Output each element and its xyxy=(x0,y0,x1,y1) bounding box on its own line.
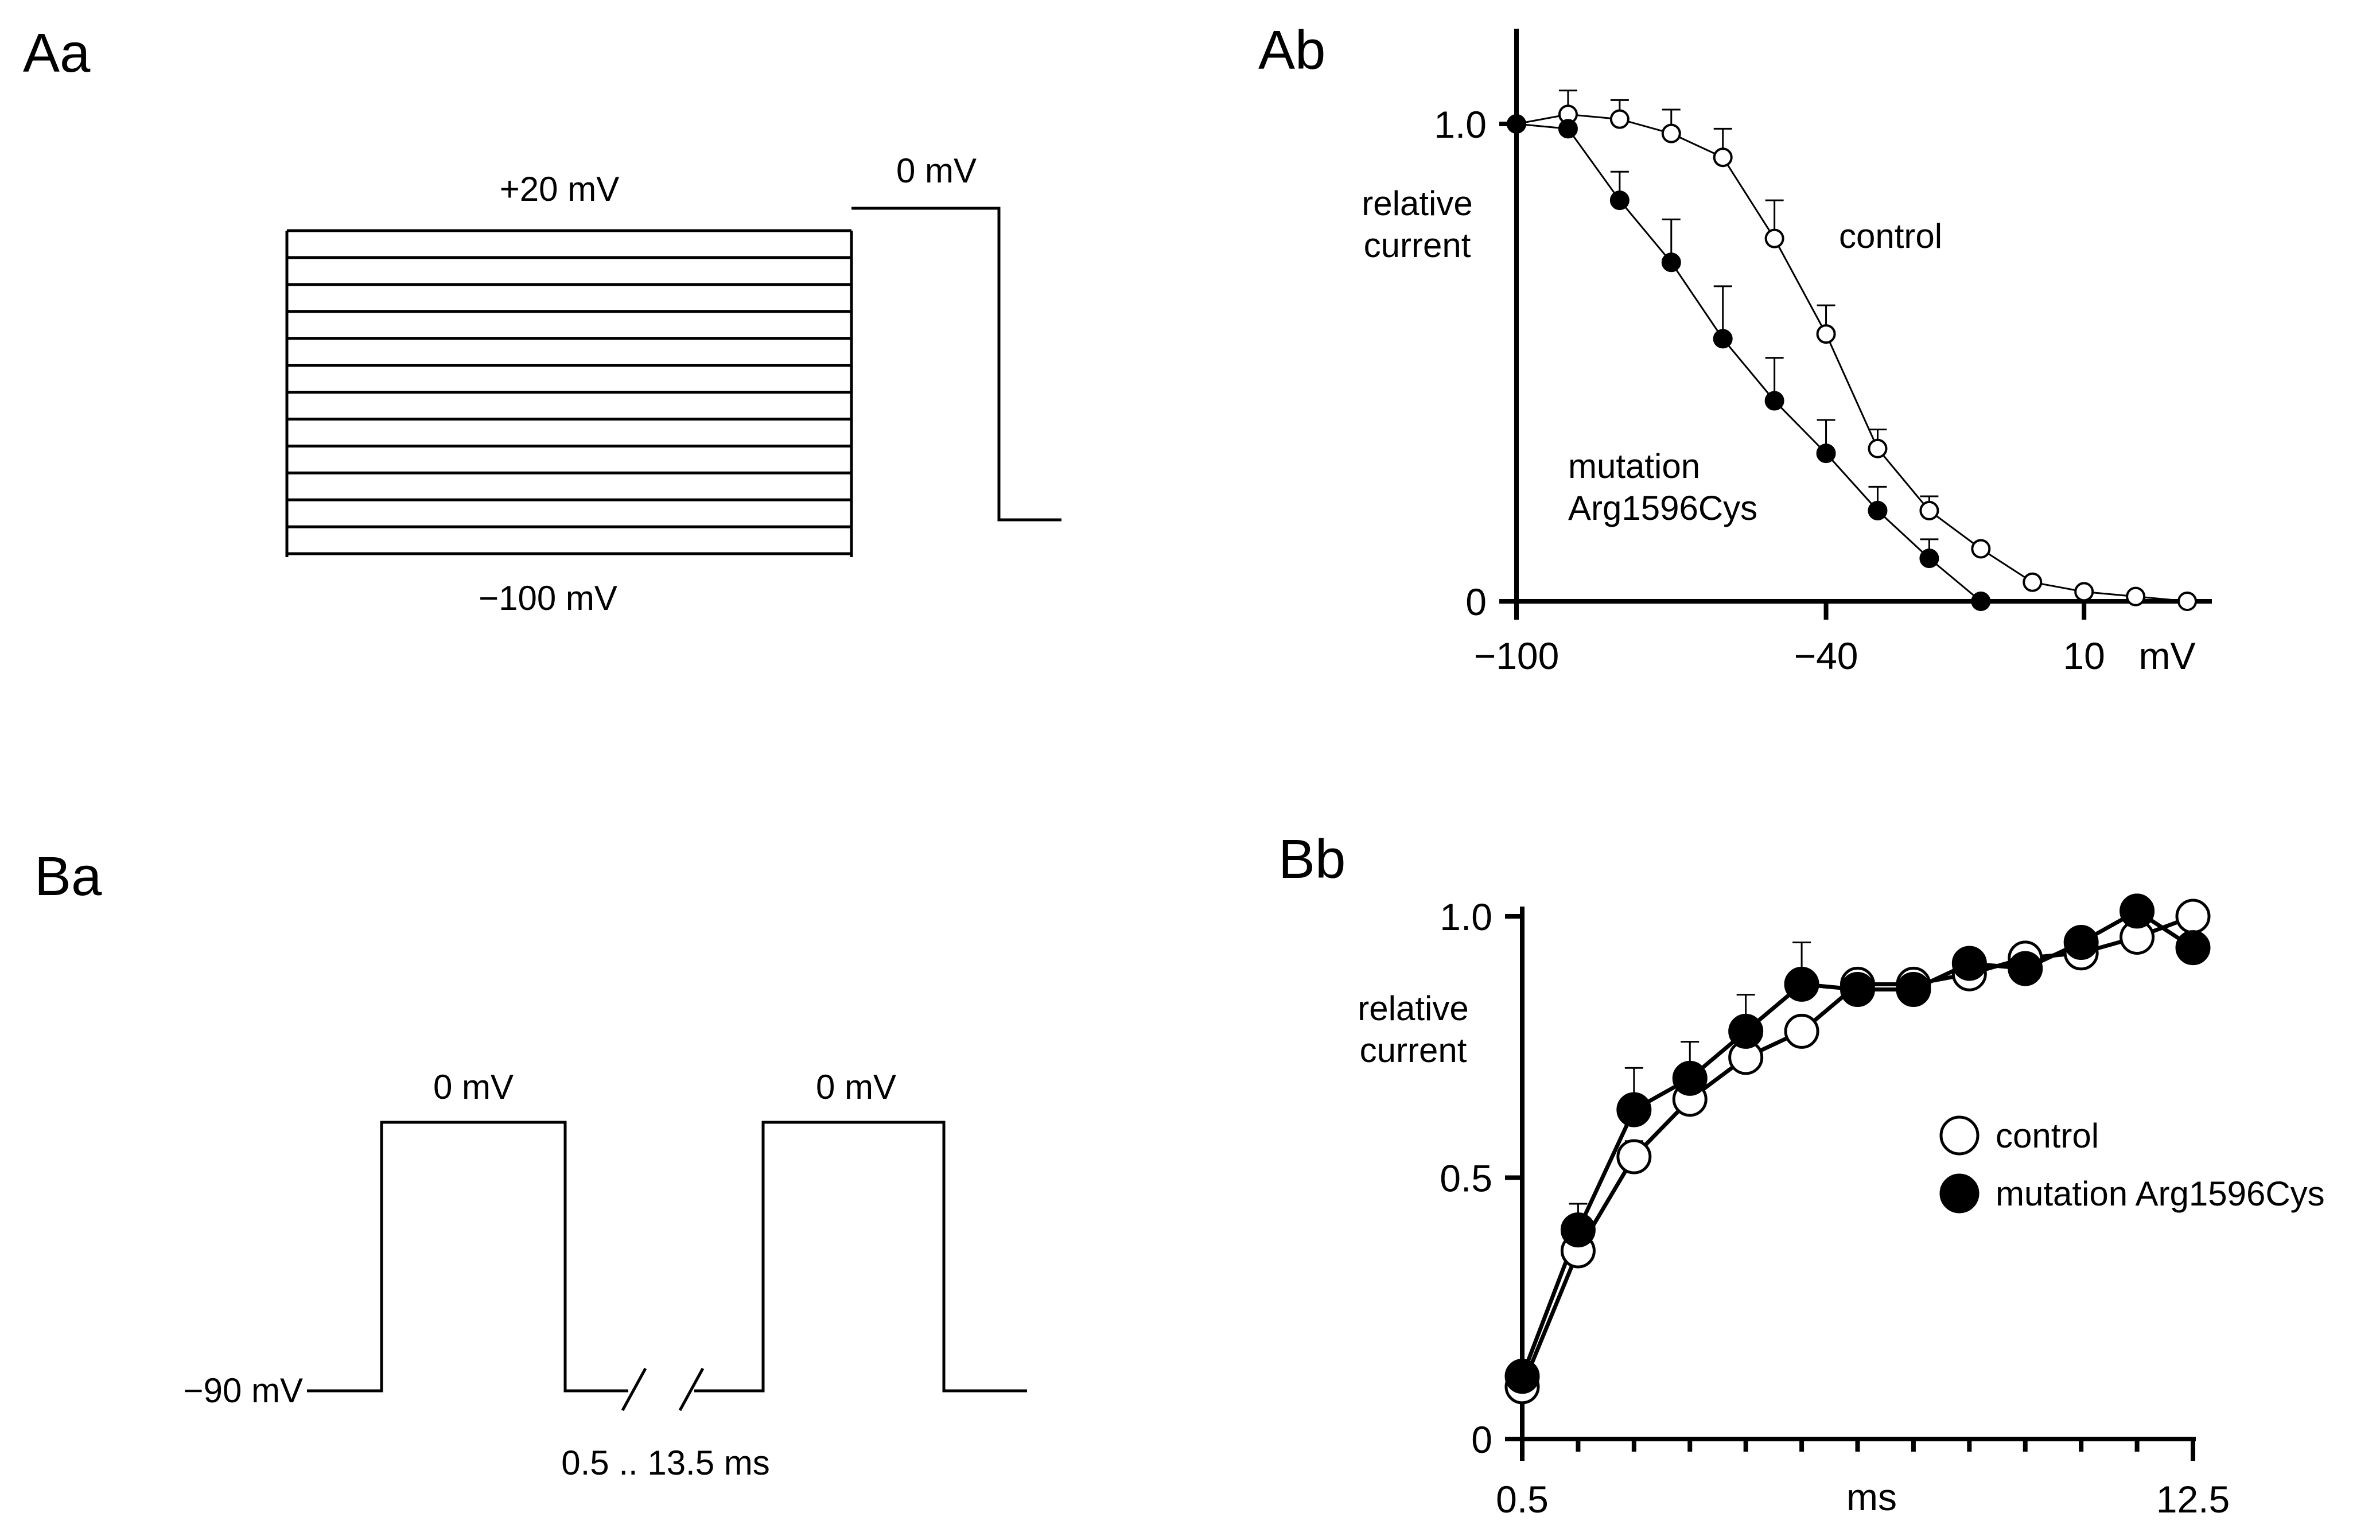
bb-ytick-label-2: 1.0 xyxy=(1440,896,1492,938)
ab-ylabel-line1: relative xyxy=(1362,184,1472,223)
interval-label: 0.5 .. 13.5 ms xyxy=(561,1444,770,1482)
ab-series-lines xyxy=(1516,113,2188,602)
bb-mutation-point-0 xyxy=(1504,1359,1540,1394)
bb-control-point-5 xyxy=(1784,1013,1819,1049)
ab-error-bars xyxy=(1558,90,1939,559)
ab-xtick-label-1: −40 xyxy=(1794,635,1858,677)
legend-control-marker xyxy=(1939,1115,1980,1156)
ab-control-point-6 xyxy=(1816,324,1836,344)
bb-mutation-point-7 xyxy=(1896,972,1931,1008)
bb-mutation-point-10 xyxy=(2063,925,2099,960)
panel-label-ab: Ab xyxy=(1258,20,1325,81)
ab-data-points xyxy=(1507,104,2198,611)
bb-mutation-point-5 xyxy=(1784,966,1819,1002)
bb-xtick-label-1: 12.5 xyxy=(2156,1478,2230,1520)
ab-control-point-2 xyxy=(1609,109,1630,129)
bb-mutation-point-4 xyxy=(1728,1013,1764,1049)
ab-mutation-point-6 xyxy=(1816,444,1836,464)
bb-control-point-2 xyxy=(1616,1139,1652,1175)
bb-ylabel-line2: current xyxy=(1360,1031,1467,1070)
test-pulse-trace xyxy=(851,207,1061,522)
chart-ab: −100 −40 10 mV 0 1.0 relative current control… xyxy=(1362,29,2212,677)
ab-mutation-point-0 xyxy=(1507,114,1526,134)
bb-ytick-label-1: 0.5 xyxy=(1440,1157,1492,1200)
bb-mutation-point-12 xyxy=(2175,930,2211,966)
prepulse-upper-label: +20 mV xyxy=(500,170,619,208)
protocol-aa-diagram: +20 mV 0 mV −100 mV xyxy=(285,151,1061,617)
ab-mutation-point-8 xyxy=(1919,549,1939,569)
prepulse-levels xyxy=(287,229,851,555)
legend-control-label: control xyxy=(1996,1117,2099,1155)
bb-mutation-point-1 xyxy=(1560,1212,1596,1248)
bb-mutation-point-6 xyxy=(1840,972,1875,1008)
pulse-1-trace xyxy=(307,1121,628,1393)
legend-mutation-label: mutation Arg1596Cys xyxy=(1996,1175,2325,1213)
bb-mutation-point-9 xyxy=(2008,951,2043,986)
ab-mutation-point-1 xyxy=(1558,119,1578,139)
ab-xtick-label-2: 10 xyxy=(2063,635,2105,677)
protocol-ba-diagram: −90 mV 0 mV 0 mV 0.5 .. 13.5 ms xyxy=(184,1068,1027,1482)
ab-control-point-12 xyxy=(2126,586,2146,606)
ab-ytick-label-0: 0 xyxy=(1465,581,1487,623)
bb-ytick-label-0: 0 xyxy=(1471,1418,1492,1461)
pulse-1-label: 0 mV xyxy=(433,1068,514,1106)
ab-control-point-4 xyxy=(1713,147,1733,168)
prepulse-lower-label: −100 mV xyxy=(479,579,617,617)
break-mark-2 xyxy=(678,1367,705,1411)
panel-label-bb: Bb xyxy=(1278,829,1345,890)
bb-ylabel-line1: relative xyxy=(1358,989,1468,1028)
ab-control-annotation: control xyxy=(1839,217,1942,255)
legend-mutation-marker xyxy=(1939,1173,1980,1214)
ab-control-point-8 xyxy=(1919,500,1939,520)
ab-control-point-11 xyxy=(2074,582,2094,602)
ab-mutation-annotation-line1: mutation xyxy=(1568,447,1700,485)
ab-xunit: mV xyxy=(2139,635,2196,677)
bb-mutation-point-11 xyxy=(2120,893,2155,929)
ab-ytick-label-1: 1.0 xyxy=(1434,103,1487,146)
bb-control-point-12 xyxy=(2175,899,2211,934)
pulse-2-trace xyxy=(694,1121,1027,1393)
chart-bb: 0.5 12.500.51.0 relative current ms contr… xyxy=(1358,893,2325,1520)
holding-potential-label: −90 mV xyxy=(184,1371,303,1410)
bb-xtick-label-0: 0.5 xyxy=(1496,1478,1549,1520)
bb-data-points xyxy=(1504,893,2211,1405)
bb-mutation-point-3 xyxy=(1672,1060,1708,1096)
pulse-2-label: 0 mV xyxy=(816,1068,896,1106)
ab-mutation-point-5 xyxy=(1764,391,1784,411)
bb-legend: control mutation Arg1596Cys xyxy=(1939,1115,2325,1214)
panel-label-ba: Ba xyxy=(34,846,102,907)
ab-mutation-point-4 xyxy=(1713,329,1733,349)
ab-mutation-point-9 xyxy=(1971,592,1991,611)
ab-mutation-line xyxy=(1516,123,1982,602)
ab-ylabel-line2: current xyxy=(1364,226,1471,265)
ab-control-point-3 xyxy=(1661,123,1681,143)
ab-mutation-annotation-line2: Arg1596Cys xyxy=(1568,489,1757,527)
ab-mutation-point-2 xyxy=(1609,190,1630,211)
ab-mutation-point-3 xyxy=(1661,252,1681,273)
break-mark-1 xyxy=(621,1367,647,1411)
ab-xtick-label-0: −100 xyxy=(1474,635,1560,677)
ab-mutation-point-7 xyxy=(1868,500,1888,520)
bb-mutation-point-2 xyxy=(1616,1092,1652,1127)
panel-label-aa: Aa xyxy=(23,22,91,84)
ab-control-point-5 xyxy=(1764,228,1784,248)
bb-mutation-point-8 xyxy=(1951,946,1987,981)
ab-control-point-9 xyxy=(1971,539,1991,559)
test-pulse-label: 0 mV xyxy=(896,151,977,190)
ab-control-line xyxy=(1516,113,2188,602)
bb-ticks: 0.5 12.500.51.0 xyxy=(1440,896,2230,1520)
ab-control-point-13 xyxy=(2177,592,2198,611)
bb-xlabel: ms xyxy=(1846,1476,1897,1518)
ab-control-point-10 xyxy=(2023,572,2043,592)
ab-control-point-7 xyxy=(1868,438,1888,458)
